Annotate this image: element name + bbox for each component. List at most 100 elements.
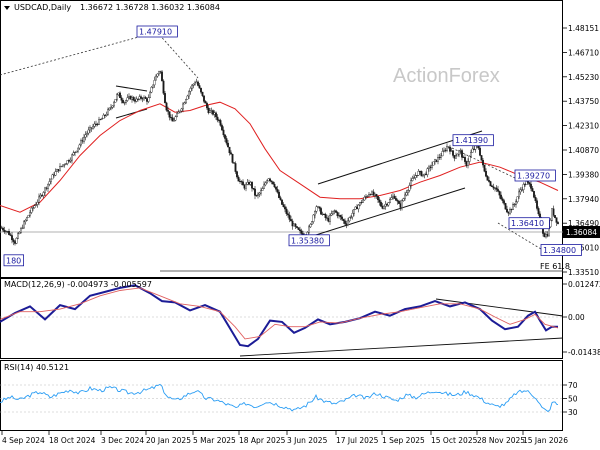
price-axis: 1.48151 1.46710 1.45230 1.43750 1.42310 1.408… <box>563 24 599 277</box>
channel-line-top-left <box>115 85 148 92</box>
candle-down <box>546 233 549 237</box>
candle-up <box>245 184 247 189</box>
time-tick-label: 5 Mar 2025 <box>193 436 236 445</box>
candle-down <box>461 150 463 158</box>
price-label-text: 1.36410 <box>511 219 544 228</box>
candle-up <box>60 165 63 167</box>
candle-up <box>474 145 477 150</box>
candle-up <box>98 119 100 125</box>
candle-up <box>92 126 94 129</box>
candle-down <box>537 208 540 215</box>
candle-down <box>206 103 208 109</box>
candle-up <box>116 94 118 100</box>
candle-up <box>446 146 448 151</box>
candle-up <box>179 110 181 113</box>
price-label-box <box>514 169 556 182</box>
candle-down <box>369 194 372 196</box>
candle-down <box>146 98 148 102</box>
candle-down <box>356 206 358 210</box>
candle-up <box>62 164 64 167</box>
candle-down <box>377 196 379 201</box>
candle-up <box>416 175 418 177</box>
candle-up <box>311 221 313 225</box>
time-tick-label: 18 Apr 2025 <box>239 436 286 445</box>
candle-up <box>432 161 435 166</box>
candle-up <box>152 84 154 88</box>
candle-down <box>503 200 505 204</box>
rsi-layer <box>0 383 558 413</box>
candle-up <box>309 224 312 228</box>
candle-down <box>557 222 559 224</box>
candle-down <box>242 181 244 186</box>
candle-down <box>276 189 279 193</box>
candle-up <box>66 160 69 164</box>
candle-up <box>51 174 54 180</box>
candle-up <box>50 178 52 182</box>
price-label-text: 1.47910 <box>139 28 172 37</box>
candle-up <box>147 97 150 102</box>
candle-up <box>431 165 433 168</box>
candle-down <box>453 155 456 159</box>
candle-down <box>300 230 303 234</box>
candle-down <box>486 176 489 181</box>
candle-up <box>131 97 133 100</box>
candle-down <box>327 218 330 222</box>
candle-down <box>381 205 384 209</box>
candle-down <box>483 164 486 172</box>
macd-layer <box>0 284 559 348</box>
rsi-tick-label: 70 <box>568 381 578 390</box>
candle-up <box>105 114 108 116</box>
candle-up <box>441 151 444 157</box>
candle-down <box>462 156 465 158</box>
candle-down <box>81 140 84 142</box>
candle-up <box>405 192 408 196</box>
candle-down <box>134 99 136 102</box>
macd-tick-label: -0.014389 <box>568 348 600 357</box>
rsi-tick-label: 50 <box>568 395 578 404</box>
candle-up <box>332 210 334 215</box>
candle-down <box>287 213 289 216</box>
price-label-text: 1.41390 <box>455 136 488 145</box>
candle-up <box>17 233 19 239</box>
price-label-text: 1.39270 <box>517 172 550 181</box>
candle-down <box>233 162 235 164</box>
candle-up <box>153 79 156 86</box>
candle-up <box>125 100 127 103</box>
candle-up <box>123 102 126 104</box>
candle-up <box>48 181 51 185</box>
candle-up <box>192 83 195 86</box>
candle-down <box>171 117 174 122</box>
candle-down <box>162 80 165 94</box>
candle-up <box>390 197 393 200</box>
candle-down <box>141 98 144 100</box>
rsi-title: RSI(14) 40.5121 <box>4 363 69 372</box>
time-tick-label: 4 Sep 2024 <box>2 436 45 445</box>
candle-down <box>489 181 492 187</box>
candle-down <box>12 239 15 242</box>
dropdown-triangle-icon[interactable] <box>4 6 10 10</box>
candle-down <box>465 161 468 166</box>
macd-trendline-lower <box>239 337 564 357</box>
candle-down <box>170 117 172 119</box>
price-panel <box>0 0 563 278</box>
candle-up <box>126 97 129 101</box>
price-label-box <box>540 244 582 256</box>
candle-up <box>6 230 9 232</box>
candle-up <box>114 98 117 103</box>
candle-down <box>326 217 328 219</box>
candle-up <box>471 148 474 153</box>
candle-up <box>515 201 517 205</box>
candle-down <box>527 181 529 183</box>
dotted-trendline-4 <box>497 222 547 253</box>
price-tick-label: 1.33510 <box>568 268 599 277</box>
candle-up <box>459 150 462 152</box>
candle-down <box>296 226 298 228</box>
candle-down <box>533 191 535 198</box>
rsi-line <box>0 383 558 413</box>
candle-up <box>455 155 457 159</box>
candle-up <box>434 159 436 163</box>
candle-up <box>174 116 177 121</box>
price-label-box <box>3 254 25 267</box>
candle-up <box>210 110 213 112</box>
